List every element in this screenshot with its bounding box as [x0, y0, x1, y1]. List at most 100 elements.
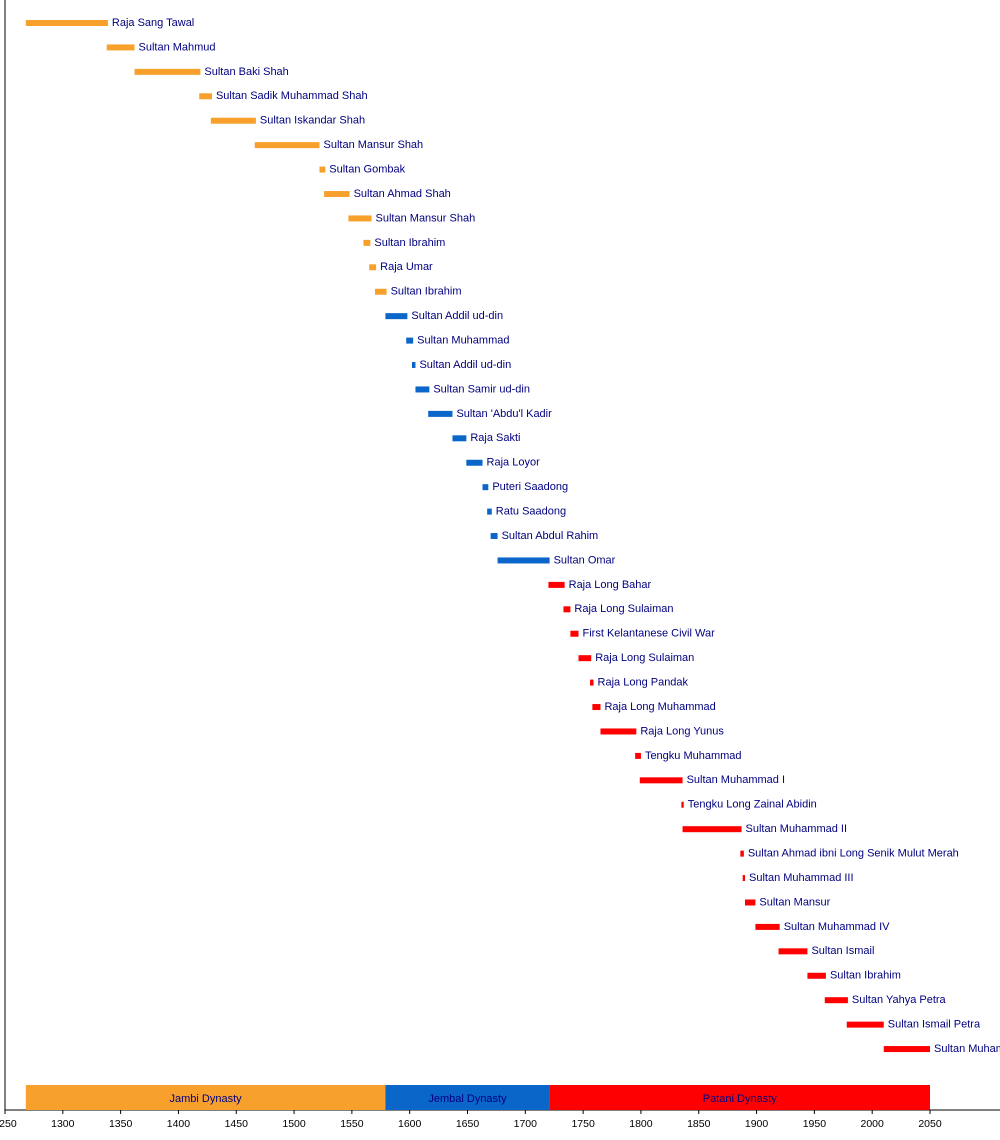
reign-bar	[348, 215, 372, 222]
reign-label: Sultan Ahmad ibni Long Senik Mulut Merah	[748, 848, 959, 860]
reign-label: Sultan Ismail	[811, 945, 874, 957]
x-tick-label: 1950	[803, 1118, 827, 1130]
reign-bar	[254, 142, 320, 149]
reign-label: Sultan Sadik Muhammad Shah	[216, 90, 368, 102]
reign-label: Sultan Iskandar Shah	[260, 115, 365, 127]
reign-bar	[369, 264, 377, 271]
reign-bar	[635, 752, 641, 759]
reign-bar	[742, 875, 745, 882]
reign-bar	[134, 68, 201, 75]
dynasty-label: Jembal Dynasty	[428, 1093, 507, 1105]
reign-label: Sultan Ibrahim	[830, 970, 901, 982]
reign-bar	[590, 679, 594, 686]
reign-bar	[412, 362, 416, 369]
reign-bar	[740, 850, 744, 857]
reign-bar	[199, 93, 212, 100]
reign-label: Sultan Muhammad	[417, 334, 509, 346]
reign-label: Sultan Samir ud-din	[433, 383, 530, 395]
reign-bar	[324, 191, 350, 198]
x-tick-label: 1450	[225, 1118, 249, 1130]
reign-bar	[578, 655, 592, 662]
x-tick-label: 2050	[918, 1118, 942, 1130]
reign-bar	[639, 777, 683, 784]
reign-bar	[375, 288, 387, 295]
reign-label: Sultan Muhammad III	[749, 872, 854, 884]
x-tick-label: 1850	[687, 1118, 711, 1130]
reign-label: Raja Long Muhammad	[604, 701, 715, 713]
reign-bar	[466, 459, 483, 466]
reign-label: Raja Long Bahar	[569, 579, 652, 591]
reign-label: Raja Loyor	[487, 457, 541, 469]
reign-label: Raja Long Yunus	[640, 725, 724, 737]
reign-label: Sultan Ismail Petra	[888, 1019, 981, 1031]
dynasty-band	[549, 1085, 930, 1110]
x-tick-label: 1800	[629, 1118, 653, 1130]
x-tick-label: 2000	[861, 1118, 885, 1130]
reign-bar	[883, 1046, 930, 1053]
reign-label: Tengku Long Zainal Abidin	[688, 799, 817, 811]
x-tick-label: 1300	[51, 1118, 75, 1130]
x-tick-label: 1900	[745, 1118, 769, 1130]
reign-label: Sultan Baki Shah	[204, 66, 288, 78]
reign-bar	[600, 728, 637, 735]
reign-bar	[745, 899, 756, 906]
reign-bar	[497, 557, 550, 564]
x-tick-label: 1600	[398, 1118, 422, 1130]
reign-label: Sultan Mansur	[759, 896, 830, 908]
reign-label: Sultan Mahmud	[139, 41, 216, 53]
reign-label: Raja Umar	[380, 261, 433, 273]
reign-label: Sultan Mansur Shah	[376, 212, 476, 224]
reign-bar	[681, 801, 684, 808]
reign-bar	[385, 313, 408, 320]
x-tick-label: 1550	[340, 1118, 364, 1130]
x-tick-label: 1250	[0, 1118, 17, 1130]
reign-bar	[824, 997, 848, 1004]
reign-bar	[548, 581, 565, 588]
reign-bar	[563, 606, 571, 613]
reign-label: Sultan Muhammad V	[934, 1043, 1000, 1055]
reign-label: Sultan Ibrahim	[391, 286, 462, 298]
reign-label: Raja Sakti	[470, 432, 520, 444]
x-tick-label: 1650	[456, 1118, 480, 1130]
reign-bar	[592, 704, 601, 711]
dynasty-label: Jambi Dynasty	[170, 1093, 243, 1105]
reign-label: Sultan Gombak	[329, 163, 405, 175]
reign-label: Sultan Addil ud-din	[419, 359, 511, 371]
reign-bar	[25, 20, 108, 26]
reign-label: Sultan Muhammad II	[746, 823, 848, 835]
reign-label: Raja Sang Tawal	[112, 17, 194, 29]
reign-bar	[755, 923, 780, 930]
x-tick-label: 1500	[282, 1118, 306, 1130]
reign-bar	[807, 972, 826, 979]
reign-label: Sultan Mansur Shah	[324, 139, 424, 151]
dynasty-band	[25, 1085, 386, 1110]
reign-label: Puteri Saadong	[492, 481, 568, 493]
dynasty-band	[385, 1085, 550, 1110]
reign-label: Raja Long Pandak	[598, 677, 689, 689]
reign-label: Ratu Saadong	[496, 506, 566, 518]
reign-bar	[406, 337, 414, 344]
reign-bar	[106, 44, 135, 51]
reign-label: Sultan Muhammad IV	[784, 921, 890, 933]
reign-bar	[428, 410, 453, 417]
x-tick-label: 1350	[109, 1118, 133, 1130]
reign-bar	[452, 435, 467, 442]
reign-label: First Kelantanese Civil War	[583, 628, 716, 640]
reign-bar	[570, 630, 579, 637]
dynasty-label: Patani Dynasty	[703, 1093, 777, 1105]
reign-label: Sultan Omar	[554, 554, 616, 566]
reign-label: Sultan Yahya Petra	[852, 994, 947, 1006]
reign-bar	[778, 948, 808, 955]
reign-label: Sultan 'Abdu'l Kadir	[456, 408, 552, 420]
reign-label: Sultan Muhammad I	[687, 774, 785, 786]
reign-label: Sultan Ahmad Shah	[354, 188, 451, 200]
reign-label: Sultan Abdul Rahim	[502, 530, 599, 542]
reign-bar	[415, 386, 430, 393]
reign-label: Sultan Ibrahim	[374, 237, 445, 249]
reign-label: Raja Long Sulaiman	[595, 652, 694, 664]
x-tick-label: 1700	[514, 1118, 538, 1130]
reign-bar	[210, 117, 256, 124]
reign-bar	[363, 239, 371, 246]
